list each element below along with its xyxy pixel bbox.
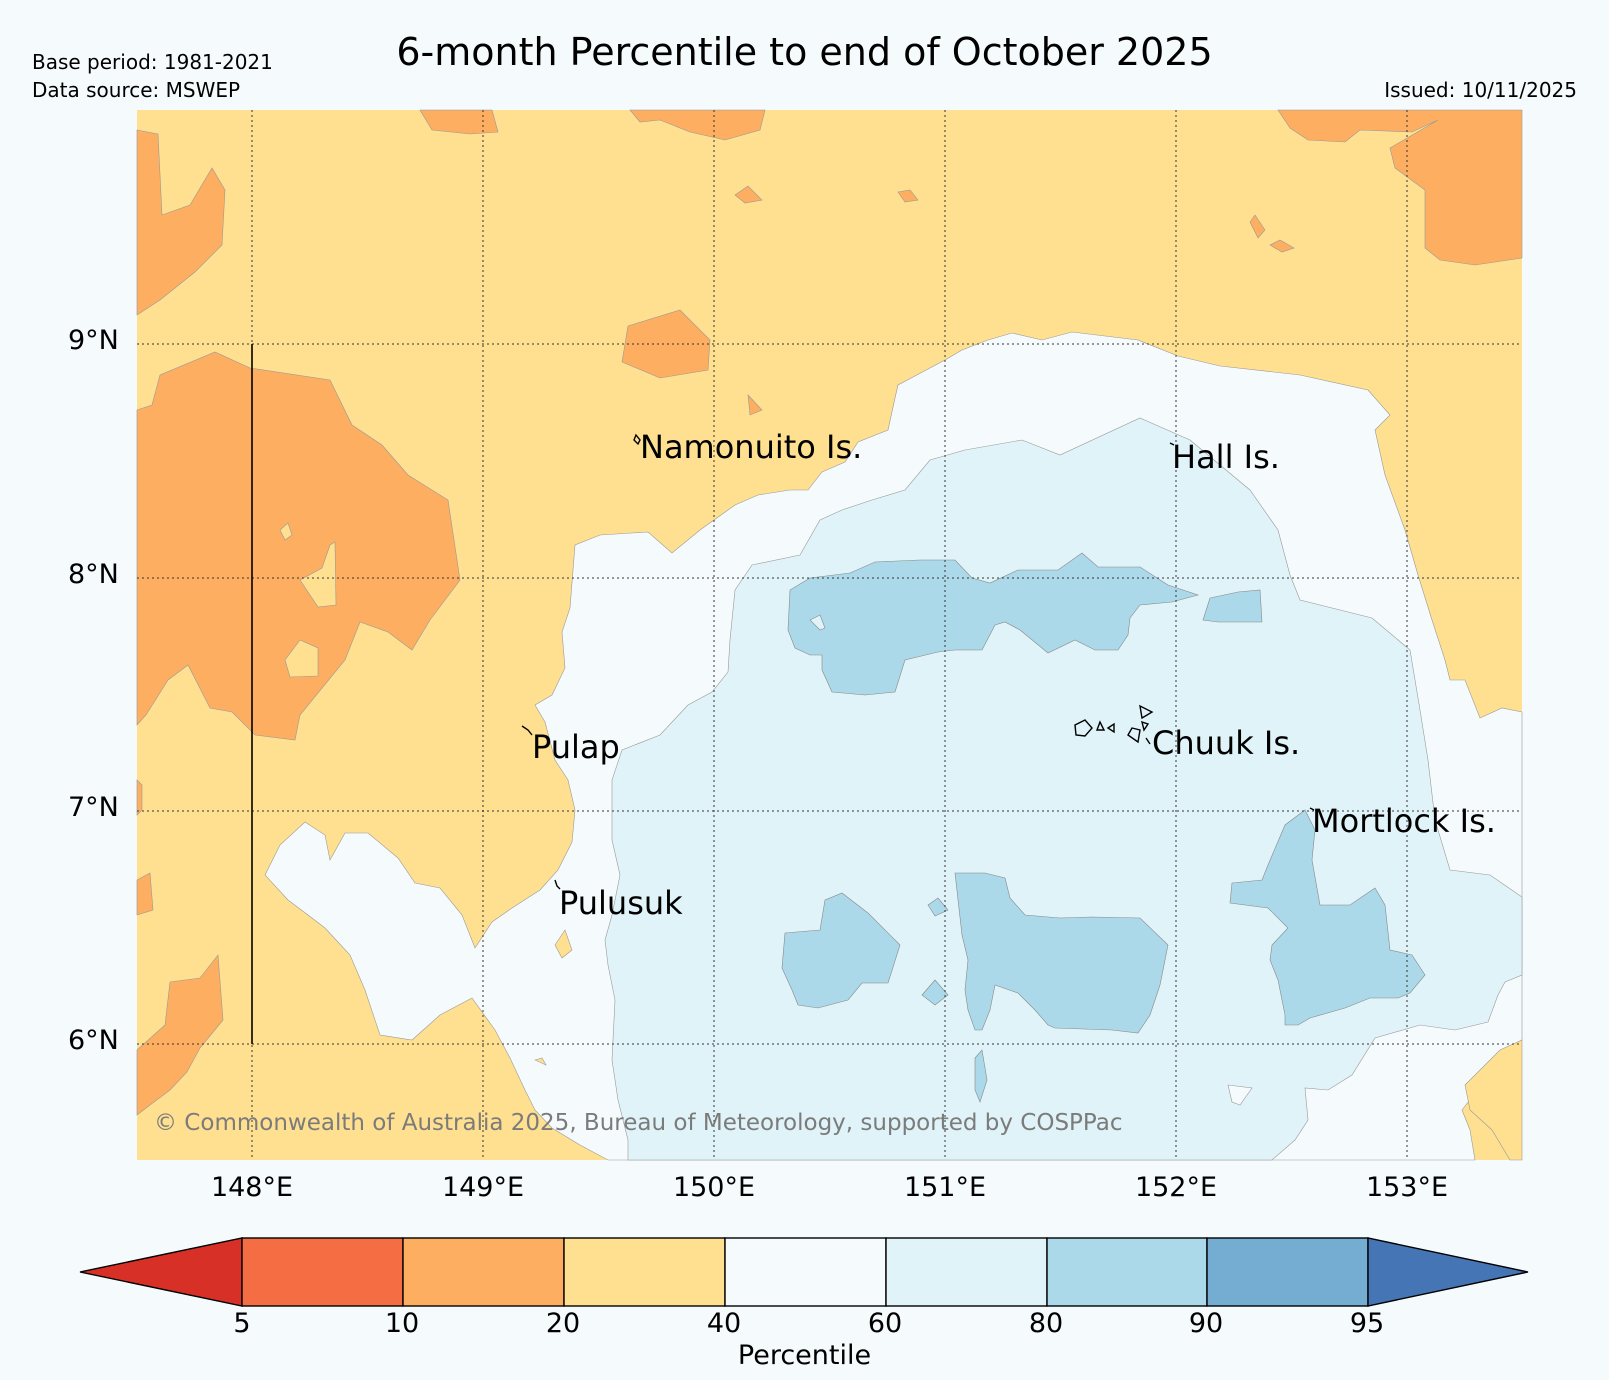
base-period: Base period: 1981-2021: [32, 50, 273, 74]
holes-20-40: [279, 522, 337, 678]
colorbar-tick-90: 90: [1188, 1308, 1224, 1339]
place-mortlock: Mortlock Is.: [1312, 802, 1496, 840]
issued-date: Issued: 10/11/2025: [1384, 78, 1577, 102]
colorbar-segment-below-5: [79, 1237, 243, 1307]
lat-label-9n: 9°N: [68, 325, 119, 356]
place-hall: Hall Is.: [1172, 438, 1280, 476]
lon-label-149e: 149°E: [441, 1172, 525, 1203]
copyright-notice: © Commonwealth of Australia 2025, Bureau…: [154, 1110, 1123, 1136]
colorbar-segment-20-40: [563, 1237, 726, 1307]
hole-60-80: [809, 614, 826, 631]
place-chuuk: Chuuk Is.: [1152, 724, 1301, 762]
colorbar-tick-80: 80: [1028, 1308, 1064, 1339]
colorbar-segment-60-80: [885, 1237, 1048, 1307]
hole-40-60: [1227, 1084, 1253, 1106]
place-namonuito: Namonuito Is.: [640, 428, 863, 466]
colorbar-tick-10: 10: [384, 1308, 420, 1339]
patch-20-40-small-b: [534, 1057, 547, 1066]
map-title: 6-month Percentile to end of October 202…: [396, 30, 1213, 74]
colorbar-tick-95: 95: [1349, 1308, 1385, 1339]
colorbar-tick-20: 20: [545, 1308, 581, 1339]
lon-label-148e: 148°E: [210, 1172, 294, 1203]
colorbar-segment-80-90: [1046, 1237, 1208, 1307]
data-source: Data source: MSWEP: [32, 78, 241, 102]
lon-label-152e: 152°E: [1134, 1172, 1218, 1203]
colorbar-tick-5: 5: [233, 1308, 251, 1339]
lon-label-153e: 153°E: [1365, 1172, 1449, 1203]
colorbar-segment-above-95: [1367, 1237, 1529, 1307]
zones-80-90: [781, 552, 1426, 1103]
lat-label-7n: 7°N: [68, 792, 119, 823]
colorbar-segment-10-20: [402, 1237, 565, 1307]
colorbar-label: Percentile: [737, 1340, 872, 1371]
patch-20-40-se: [1464, 1039, 1523, 1161]
colorbar-segment-90-95: [1206, 1237, 1369, 1307]
colorbar-tick-60: 60: [867, 1308, 903, 1339]
lon-label-151e: 151°E: [903, 1172, 987, 1203]
lat-label-6n: 6°N: [68, 1025, 119, 1056]
island-outlines: [521, 433, 1315, 890]
zones-10-20: [136, 109, 1523, 1116]
colorbar-segment-5-10: [241, 1237, 404, 1307]
patch-20-40-small-a: [554, 929, 573, 959]
lon-label-150e: 150°E: [672, 1172, 756, 1203]
place-pulusuk: Pulusuk: [559, 884, 683, 922]
place-pulap: Pulap: [532, 728, 620, 766]
lat-label-8n: 8°N: [68, 559, 119, 590]
colorbar-tick-40: 40: [706, 1308, 742, 1339]
colorbar-segment-40-60: [724, 1237, 887, 1307]
